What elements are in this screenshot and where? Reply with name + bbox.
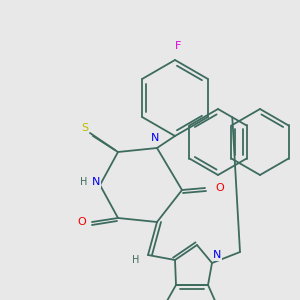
- Text: O: O: [216, 183, 224, 193]
- Text: N: N: [213, 250, 221, 260]
- Text: H: H: [132, 255, 140, 265]
- Text: N: N: [151, 133, 159, 143]
- Text: H: H: [80, 177, 88, 187]
- Text: F: F: [175, 41, 181, 51]
- Text: N: N: [92, 177, 100, 187]
- Text: S: S: [81, 123, 88, 133]
- Text: O: O: [78, 217, 86, 227]
